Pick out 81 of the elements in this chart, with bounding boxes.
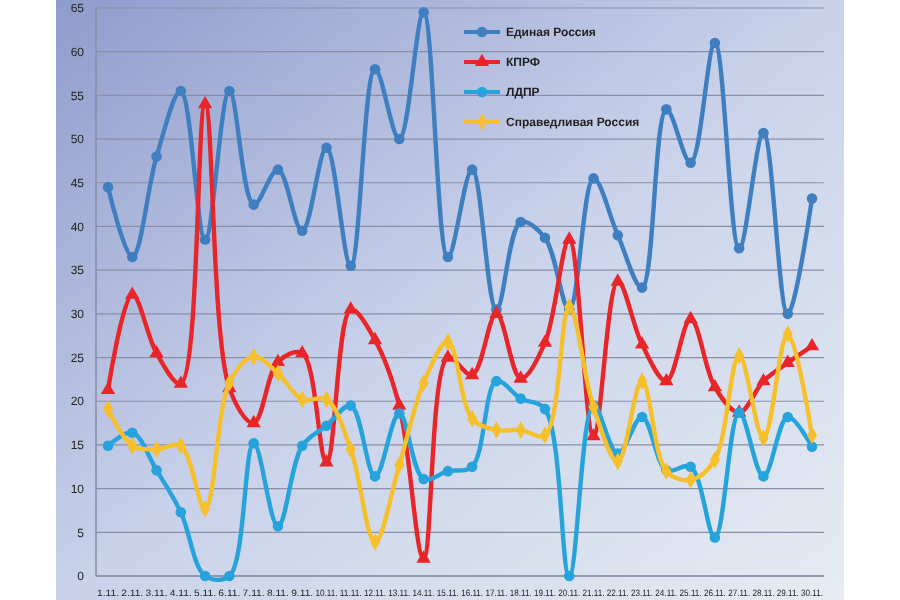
point [756, 372, 771, 386]
point [199, 234, 211, 245]
point [394, 133, 405, 145]
point [367, 331, 383, 345]
point [102, 181, 114, 193]
point [321, 142, 332, 154]
point [782, 411, 794, 423]
point [782, 308, 794, 320]
point [780, 354, 795, 367]
point [369, 471, 381, 482]
point [683, 310, 698, 324]
point [513, 370, 528, 383]
point [758, 127, 769, 139]
point [634, 336, 650, 349]
point [248, 437, 259, 449]
point [175, 506, 187, 518]
point [272, 520, 284, 532]
point [659, 372, 674, 386]
point [175, 85, 187, 97]
point [537, 334, 553, 347]
point [563, 570, 575, 582]
point [295, 344, 310, 358]
point [707, 379, 723, 392]
point [466, 461, 478, 473]
point [102, 440, 114, 452]
point [126, 251, 138, 263]
point [442, 251, 454, 263]
point [394, 408, 405, 419]
point [197, 95, 213, 109]
point [151, 151, 162, 162]
point [515, 393, 526, 404]
point [126, 427, 138, 438]
point [151, 464, 162, 476]
point [685, 461, 696, 473]
point [636, 282, 648, 293]
point [345, 400, 357, 411]
point [586, 427, 601, 441]
point [319, 454, 334, 467]
point [709, 37, 721, 49]
point [539, 403, 551, 415]
point [369, 63, 381, 75]
point [173, 375, 188, 388]
point [224, 85, 235, 97]
point [149, 344, 164, 358]
point [562, 231, 577, 244]
point [709, 532, 721, 543]
point [296, 225, 308, 237]
point [100, 381, 116, 394]
point [758, 471, 769, 482]
point [272, 164, 284, 175]
point [246, 414, 261, 428]
point [418, 7, 429, 18]
point [270, 353, 286, 367]
point [345, 260, 357, 272]
point [392, 397, 407, 410]
point [248, 199, 259, 210]
point [733, 243, 745, 254]
point [442, 465, 454, 477]
point [418, 473, 429, 485]
point [224, 570, 235, 582]
point [588, 173, 599, 184]
point [343, 301, 358, 314]
point [440, 349, 455, 362]
point [806, 193, 818, 204]
point [416, 550, 431, 563]
point [466, 164, 478, 175]
point [491, 375, 502, 387]
point [612, 229, 624, 241]
point [539, 232, 551, 244]
point [515, 216, 526, 228]
point [296, 440, 308, 452]
point [465, 366, 480, 380]
point [321, 420, 332, 431]
point [636, 411, 648, 423]
point [125, 286, 140, 299]
point [806, 441, 818, 452]
point [804, 337, 820, 351]
point [199, 570, 211, 582]
point [685, 157, 696, 168]
point [610, 273, 625, 286]
point [661, 104, 672, 115]
